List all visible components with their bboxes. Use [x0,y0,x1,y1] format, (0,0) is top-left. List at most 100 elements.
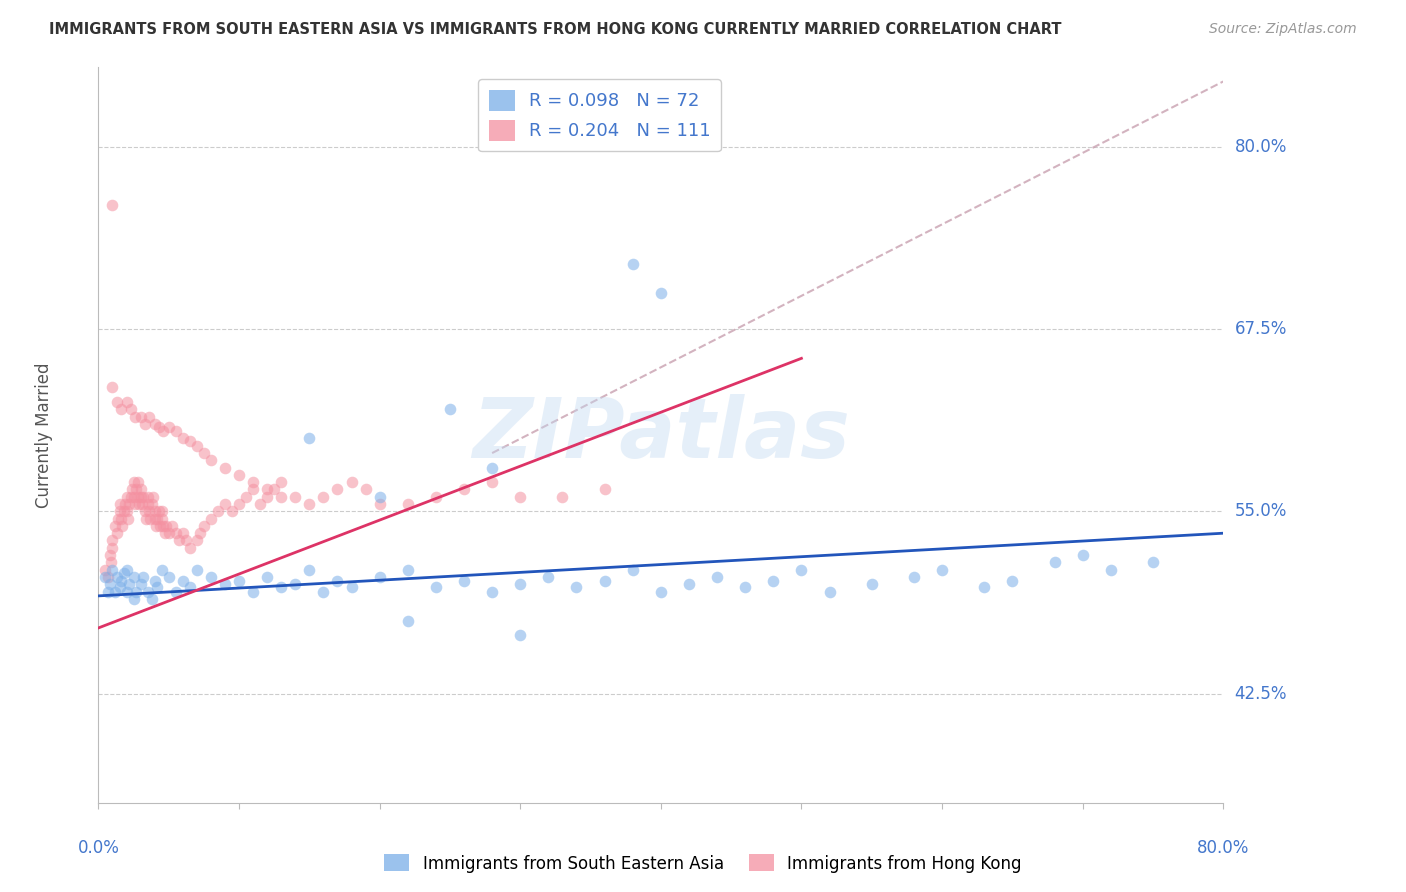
Point [621,563,644,577]
Point [228,574,250,589]
Legend: Immigrants from South Eastern Asia, Immigrants from Hong Kong: Immigrants from South Eastern Asia, Immi… [378,847,1028,880]
Point [200,453,222,467]
Point [157,526,180,541]
Point [396,563,419,577]
Point [100,555,122,569]
Point [425,490,447,504]
Point [131,497,153,511]
Point [105,395,128,409]
Point [101,541,124,555]
Point [256,483,278,497]
Point [186,439,208,453]
Point [112,504,135,518]
Point [150,504,173,518]
Point [149,519,172,533]
Point [132,490,155,504]
Point [136,584,159,599]
Text: 67.5%: 67.5% [1234,320,1286,338]
Point [340,580,363,594]
Point [136,497,159,511]
Point [150,511,173,525]
Point [122,475,145,490]
Point [565,580,588,594]
Point [228,497,250,511]
Point [593,574,616,589]
Point [134,504,156,518]
Point [425,580,447,594]
Point [105,570,128,584]
Point [284,490,307,504]
Point [141,497,163,511]
Point [249,497,271,511]
Point [172,432,194,446]
Point [481,475,503,490]
Point [101,380,124,394]
Point [354,483,377,497]
Point [122,591,145,606]
Point [101,198,124,212]
Point [326,574,349,589]
Point [188,526,211,541]
Point [108,504,131,518]
Point [298,432,321,446]
Point [179,580,201,594]
Point [509,628,531,642]
Point [172,574,194,589]
Point [179,434,201,449]
Point [115,395,138,409]
Point [551,490,574,504]
Point [193,446,215,460]
Point [973,580,995,594]
Point [118,497,141,511]
Point [97,584,120,599]
Text: 42.5%: 42.5% [1234,684,1286,703]
Point [132,570,155,584]
Point [165,526,187,541]
Point [115,504,138,518]
Point [152,424,174,438]
Point [734,580,756,594]
Text: 55.0%: 55.0% [1234,502,1286,520]
Point [298,563,321,577]
Point [150,563,173,577]
Point [127,490,149,504]
Point [141,591,163,606]
Point [110,402,132,417]
Point [120,490,142,504]
Point [186,563,208,577]
Point [167,533,190,548]
Point [396,614,419,628]
Point [104,584,127,599]
Point [94,563,117,577]
Point [165,584,187,599]
Point [903,570,925,584]
Text: Currently Married: Currently Married [35,362,53,508]
Point [136,490,159,504]
Point [110,511,132,525]
Point [128,497,150,511]
Point [1001,574,1024,589]
Point [143,417,166,431]
Point [94,570,117,584]
Text: 0.0%: 0.0% [77,839,120,857]
Point [1099,563,1122,577]
Point [110,574,132,589]
Point [368,570,391,584]
Point [453,483,475,497]
Point [153,526,176,541]
Point [148,420,170,434]
Point [114,497,136,511]
Point [104,519,127,533]
Point [706,570,728,584]
Point [172,526,194,541]
Point [481,584,503,599]
Point [101,563,124,577]
Point [439,402,461,417]
Point [860,577,883,591]
Point [537,570,560,584]
Point [284,577,307,591]
Point [650,584,672,599]
Point [509,490,531,504]
Point [129,483,152,497]
Point [146,580,169,594]
